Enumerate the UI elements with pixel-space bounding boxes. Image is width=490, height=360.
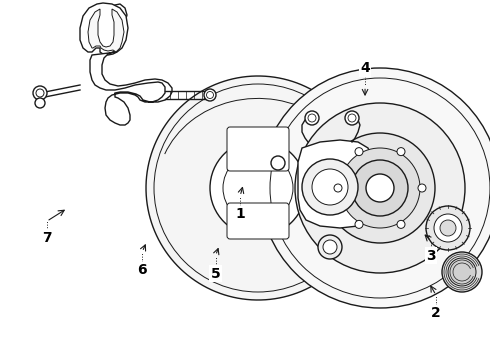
Text: 1: 1 (235, 207, 245, 221)
Circle shape (355, 220, 363, 228)
Circle shape (440, 220, 456, 236)
Circle shape (318, 235, 342, 259)
Polygon shape (88, 9, 124, 52)
Circle shape (323, 240, 337, 254)
Circle shape (271, 156, 285, 170)
Circle shape (434, 214, 462, 242)
Circle shape (397, 148, 405, 156)
Circle shape (352, 160, 408, 216)
Circle shape (308, 114, 316, 122)
Circle shape (348, 114, 356, 122)
Text: 5: 5 (211, 267, 220, 280)
Text: 3: 3 (426, 249, 436, 262)
Circle shape (206, 91, 214, 99)
Circle shape (223, 153, 293, 223)
Polygon shape (146, 76, 370, 300)
Circle shape (305, 111, 319, 125)
Polygon shape (80, 3, 128, 55)
Text: 4: 4 (360, 62, 370, 75)
Polygon shape (298, 140, 372, 228)
Circle shape (345, 111, 359, 125)
Text: 6: 6 (137, 263, 147, 277)
Circle shape (366, 174, 394, 202)
Circle shape (204, 89, 216, 101)
Circle shape (295, 103, 465, 273)
Circle shape (340, 148, 420, 228)
Text: 2: 2 (431, 306, 441, 320)
Text: 7: 7 (42, 231, 51, 244)
Circle shape (210, 140, 306, 236)
Circle shape (312, 169, 348, 205)
Circle shape (302, 159, 358, 215)
Polygon shape (90, 52, 172, 125)
FancyBboxPatch shape (227, 127, 289, 171)
Circle shape (36, 89, 44, 97)
Circle shape (397, 220, 405, 228)
Circle shape (33, 86, 47, 100)
Circle shape (418, 184, 426, 192)
Circle shape (35, 98, 45, 108)
Circle shape (442, 252, 482, 292)
Circle shape (448, 258, 476, 286)
Circle shape (325, 133, 435, 243)
Circle shape (355, 148, 363, 156)
FancyBboxPatch shape (227, 203, 289, 239)
Circle shape (260, 68, 490, 308)
Circle shape (334, 184, 342, 192)
Circle shape (426, 206, 470, 250)
